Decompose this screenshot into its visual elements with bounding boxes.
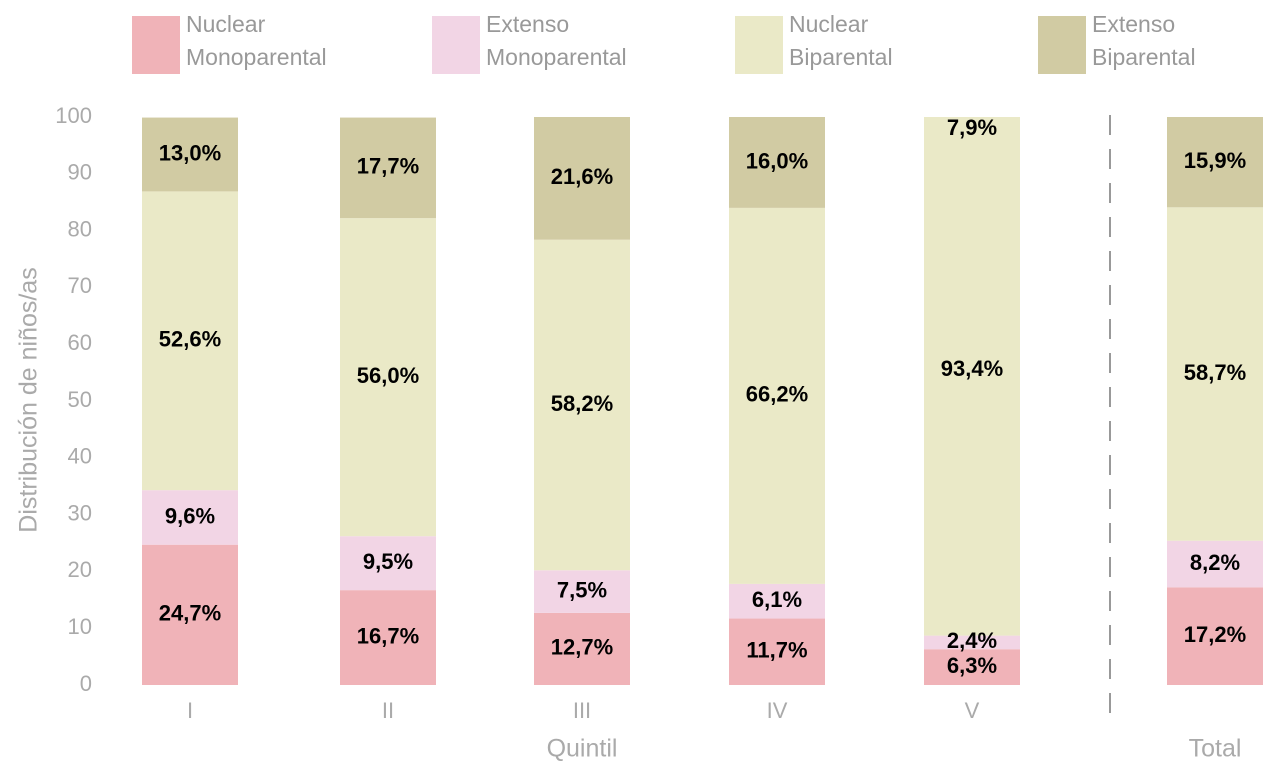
x-tick-label: Total — [1189, 735, 1242, 763]
value-label: 52,6% — [159, 327, 221, 352]
value-label: 16,0% — [746, 148, 808, 173]
bar-segment — [142, 191, 238, 491]
value-label: 11,7% — [746, 638, 807, 663]
legend-label: Extenso Monoparental — [486, 11, 627, 70]
value-label: 6,3% — [947, 653, 997, 678]
bar-segment — [534, 612, 630, 685]
legend-entry: Nuclear Biparental — [735, 8, 964, 74]
legend-label: Nuclear Biparental — [789, 11, 893, 70]
value-label: 9,5% — [363, 549, 413, 574]
bar-segment — [924, 649, 1020, 685]
value-label: 15,9% — [1184, 148, 1246, 173]
bars — [142, 117, 1263, 685]
y-tick-label: 60 — [68, 330, 92, 355]
bar-segment — [340, 590, 436, 685]
legend-label: Extenso Biparental — [1092, 11, 1196, 70]
bar-segment — [340, 117, 436, 219]
value-label: 12,7% — [551, 635, 613, 660]
value-label: 17,2% — [1184, 622, 1246, 647]
bar-segment — [1167, 540, 1263, 588]
y-tick-label: 40 — [68, 444, 92, 469]
y-tick-label: 50 — [68, 387, 92, 412]
bar-segment — [534, 117, 630, 240]
x-tick-label: I — [187, 698, 193, 723]
bar-segment — [729, 117, 825, 208]
value-label: 9,6% — [165, 503, 215, 528]
value-label: 58,7% — [1184, 360, 1246, 385]
legend-entry: Extenso Biparental — [1038, 8, 1264, 74]
y-tick-label: 30 — [68, 500, 92, 525]
value-label: 24,7% — [159, 601, 221, 626]
legend-swatch — [432, 16, 480, 74]
bar-segment — [142, 117, 238, 192]
value-label: 8,2% — [1190, 550, 1240, 575]
y-axis-label: Distribución de niños/as — [15, 267, 43, 532]
legend-label: Nuclear Monoparental — [186, 11, 327, 70]
bar-segment — [1167, 587, 1263, 685]
value-label: 93,4% — [941, 356, 1003, 381]
value-label: 7,9% — [947, 115, 997, 140]
x-axis-label: Quintil — [547, 735, 618, 763]
legend-swatch — [132, 16, 180, 74]
legend-entry: Nuclear Monoparental — [132, 8, 361, 74]
legend-swatch — [1038, 16, 1086, 74]
bar-segment — [340, 218, 436, 537]
bar-segment — [142, 544, 238, 685]
bar-segment — [340, 536, 436, 591]
bar-segment — [534, 239, 630, 571]
value-label: 6,1% — [752, 587, 802, 612]
x-tick-label: II — [382, 698, 394, 723]
value-label: 58,2% — [551, 391, 613, 416]
y-tick-label: 80 — [68, 216, 92, 241]
legend-swatch — [735, 16, 783, 74]
bar-segment — [924, 635, 1020, 650]
y-tick-label: 20 — [68, 557, 92, 582]
value-label: 66,2% — [746, 382, 808, 407]
bar-segment — [1167, 207, 1263, 541]
y-tick-label: 100 — [55, 103, 92, 128]
legend-entry: Extenso Monoparental — [432, 8, 661, 74]
bar-segment — [729, 583, 825, 619]
bar-segment — [924, 117, 1020, 636]
y-tick-label: 10 — [68, 614, 92, 639]
x-tick-label: V — [965, 698, 980, 723]
y-tick-label: 0 — [80, 671, 92, 696]
x-tick-label: III — [573, 698, 591, 723]
value-label: 2,4% — [947, 628, 997, 653]
bar-segment — [729, 207, 825, 584]
value-label: 7,5% — [557, 577, 607, 602]
y-tick-label: 70 — [68, 273, 92, 298]
value-label: 16,7% — [357, 623, 419, 648]
bar-segment — [729, 618, 825, 685]
value-label: 21,6% — [551, 164, 613, 189]
value-label: 13,0% — [159, 140, 221, 165]
bar-segment — [534, 570, 630, 613]
bar-segment — [1167, 117, 1263, 208]
bar-segment — [142, 490, 238, 545]
x-tick-label: IV — [767, 698, 788, 723]
value-label: 56,0% — [357, 363, 419, 388]
value-label: 17,7% — [357, 154, 419, 179]
y-tick-label: 90 — [68, 160, 92, 185]
